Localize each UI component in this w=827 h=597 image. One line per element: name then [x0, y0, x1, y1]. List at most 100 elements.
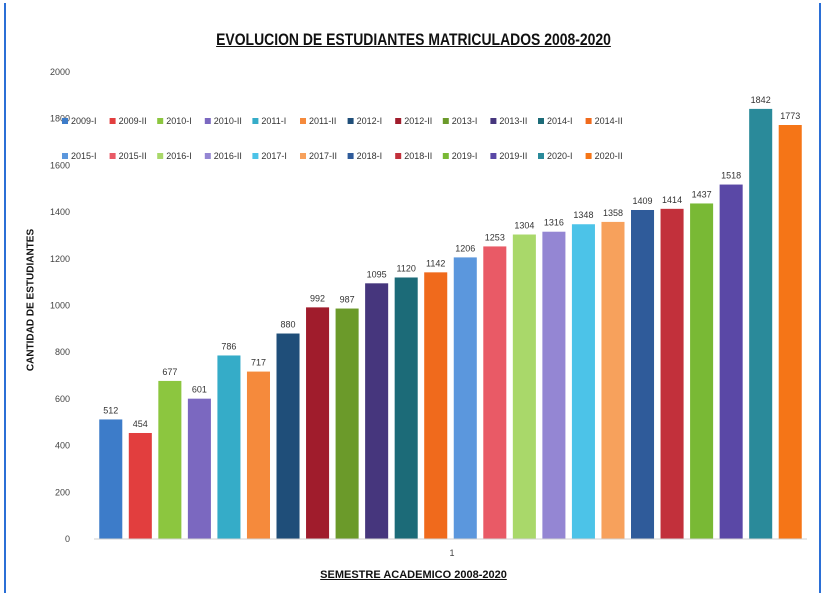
chart-frame: [4, 3, 821, 593]
legend-label: 2014-I: [547, 116, 573, 126]
legend-label: 2019-I: [452, 151, 478, 161]
legend-label: 2015-I: [71, 151, 97, 161]
legend-swatch: [538, 118, 544, 124]
data-label: 1206: [455, 243, 475, 253]
legend-label: 2012-I: [357, 116, 383, 126]
data-label: 1142: [426, 258, 445, 268]
legend-swatch: [347, 153, 354, 159]
legend-swatch: [157, 118, 164, 124]
legend-label: 2016-II: [214, 151, 242, 161]
legend-swatch: [585, 153, 592, 159]
bar: [335, 308, 359, 539]
y-tick-label: 200: [55, 487, 70, 497]
legend-swatch: [157, 153, 164, 159]
legend-swatch: [442, 118, 449, 124]
legend-label: 2018-II: [404, 151, 432, 161]
bar: [128, 432, 152, 539]
data-label: 1358: [603, 208, 623, 218]
legend-swatch: [490, 118, 497, 124]
bar: [778, 125, 802, 539]
x-tick-label: 1: [449, 548, 454, 558]
legend-swatch: [109, 118, 116, 124]
legend-label: 2017-I: [261, 151, 287, 161]
data-label: 1414: [662, 195, 682, 205]
bar: [660, 208, 684, 539]
bar: [601, 221, 625, 540]
legend-swatch: [585, 118, 592, 124]
x-axis-label: SEMESTRE ACADEMICO 2008-2020: [320, 569, 507, 581]
bar: [276, 333, 300, 539]
legend-swatch: [62, 153, 68, 159]
bar: [394, 277, 418, 539]
legend-label: 2017-II: [309, 151, 337, 161]
data-label: 992: [310, 293, 325, 303]
legend-label: 2015-II: [119, 151, 147, 161]
bar: [690, 203, 714, 539]
legend-label: 2009-II: [119, 116, 147, 126]
data-label: 1842: [751, 95, 771, 105]
bar: [512, 234, 536, 540]
data-label: 1304: [514, 221, 534, 231]
legend-label: 2010-I: [166, 116, 192, 126]
y-tick-label: 0: [65, 534, 70, 544]
bar: [630, 209, 655, 539]
legend-label: 2020-II: [595, 151, 623, 161]
y-tick-label: 1600: [50, 160, 70, 170]
legend-label: 2020-I: [547, 151, 573, 161]
data-label: 1316: [544, 218, 564, 228]
data-label: 987: [340, 295, 355, 305]
legend-label: 2012-II: [404, 116, 432, 126]
legend-label: 2011-I: [261, 116, 286, 126]
y-tick-label: 600: [55, 394, 70, 404]
data-label: 1348: [573, 210, 593, 220]
legend-swatch: [347, 118, 354, 124]
bar: [571, 224, 595, 539]
legend-swatch: [300, 153, 306, 159]
legend-swatch: [490, 153, 497, 159]
data-label: 786: [221, 341, 236, 351]
bar: [424, 272, 448, 539]
y-tick-label: 1800: [50, 114, 70, 124]
data-label: 1773: [780, 111, 800, 121]
chart-title: EVOLUCION DE ESTUDIANTES MATRICULADOS 20…: [216, 30, 611, 49]
data-label: 454: [133, 419, 148, 429]
bar: [483, 246, 507, 539]
legend-label: 2019-II: [499, 151, 527, 161]
legend-swatch: [300, 118, 306, 124]
legend-label: 2018-I: [357, 151, 383, 161]
bar: [306, 307, 330, 539]
legend-swatch: [62, 118, 68, 124]
legend-label: 2009-I: [71, 116, 97, 126]
legend-label: 2011-II: [309, 116, 336, 126]
bar: [246, 371, 271, 539]
legend-swatch: [109, 153, 116, 159]
legend-swatch: [538, 153, 544, 159]
y-tick-label: 2000: [50, 67, 70, 77]
legend-swatch: [395, 153, 402, 159]
bar: [217, 355, 241, 539]
legend-swatch: [204, 118, 211, 124]
data-label: 1437: [692, 189, 712, 199]
legend-label: 2010-II: [214, 116, 242, 126]
bar: [542, 231, 566, 540]
bar: [749, 108, 773, 539]
y-tick-label: 400: [55, 441, 70, 451]
bar: [365, 283, 389, 539]
data-label: 1518: [721, 171, 741, 181]
y-tick-label: 800: [55, 347, 70, 357]
data-label: 512: [103, 405, 118, 415]
legend-swatch: [252, 118, 259, 124]
bar: [719, 184, 743, 539]
y-tick-label: 1000: [50, 301, 70, 311]
data-label: 1409: [633, 196, 653, 206]
data-label: 1120: [397, 263, 416, 273]
data-label: 1095: [367, 269, 387, 279]
data-label: 601: [192, 385, 207, 395]
legend-label: 2013-II: [499, 116, 527, 126]
data-label: 677: [162, 367, 177, 377]
data-label: 880: [281, 320, 296, 330]
data-label: 717: [251, 358, 266, 368]
y-tick-label: 1400: [50, 207, 70, 217]
legend-label: 2016-I: [166, 151, 192, 161]
